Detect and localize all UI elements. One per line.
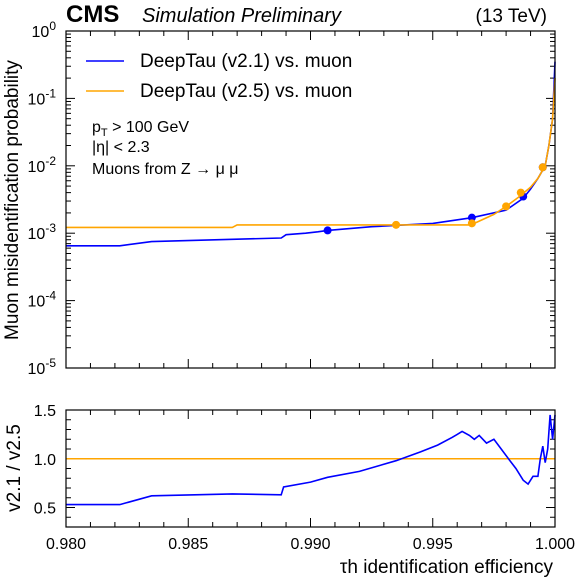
- ratio-y-tick-label: 1.0: [34, 452, 56, 469]
- working-point-marker: [502, 202, 511, 211]
- main-y-tick-label: 10-5: [28, 356, 57, 378]
- main-y-tick-labels: 10-5 10-4 10-3 10-2 10-1 100: [28, 19, 57, 378]
- simulation-preliminary-label: Simulation Preliminary: [142, 5, 342, 27]
- working-point-marker: [467, 213, 476, 222]
- working-point-marker: [538, 163, 547, 172]
- main-y-tick-label: 10-3: [28, 221, 57, 243]
- main-y-tick-label: 100: [32, 19, 57, 41]
- main-y-tick-label: 10-2: [28, 154, 57, 176]
- main-y-axis-title: Muon misidentification probability: [2, 60, 23, 340]
- working-point-marker: [516, 188, 525, 197]
- ratio-series: [66, 414, 556, 506]
- x-tick-label: 0.995: [413, 536, 453, 553]
- legend: DeepTau (v2.1) vs. muon DeepTau (v2.5) v…: [86, 51, 352, 102]
- x-tick-label: 0.990: [290, 536, 330, 553]
- ratio-series-line: [66, 414, 556, 506]
- eta-cut-label: |η| < 2.3: [92, 139, 150, 156]
- ratio-y-tick-labels: 0.5 1.0 1.5: [34, 403, 56, 518]
- x-axis-title: τh identification efficiency: [340, 557, 554, 578]
- pt-cut-label: pT > 100 GeV: [92, 119, 189, 139]
- legend-label-v21: DeepTau (v2.1) vs. muon: [140, 51, 352, 72]
- x-tick-label: 0.985: [168, 536, 208, 553]
- main-series: [66, 61, 556, 247]
- ratio-ticks: [65, 409, 556, 528]
- ratio-y-tick-label: 0.5: [34, 501, 56, 518]
- legend-label-v25: DeepTau (v2.5) vs. muon: [140, 81, 352, 102]
- x-tick-labels: 0.980 0.985 0.990 0.995 1.000: [46, 536, 575, 553]
- ratio-y-axis-title: v2.1 / v2.5: [4, 424, 25, 512]
- x-tick-label: 1.000: [535, 536, 575, 553]
- working-point-marker: [392, 220, 401, 229]
- energy-label: (13 TeV): [476, 6, 547, 27]
- main-ticks: [65, 31, 556, 369]
- x-tick-label: 0.980: [46, 536, 86, 553]
- cms-label: CMS: [66, 1, 119, 28]
- selection-annotation: pT > 100 GeV |η| < 2.3 Muons from Z → μ …: [92, 119, 238, 178]
- main-y-tick-label: 10-1: [28, 86, 57, 108]
- main-y-tick-label: 10-4: [28, 289, 57, 311]
- muon-source-label: Muons from Z → μ μ: [92, 161, 238, 178]
- ratio-frame: [65, 409, 556, 528]
- ratio-y-tick-label: 1.5: [34, 403, 56, 420]
- ratio-panel: 0.5 1.0 1.5 0.980 0.985 0.990 0.995 1.000 v2.1…: [4, 403, 575, 578]
- main-panel: 10-5 10-4 10-3 10-2 10-1 100 Muon misidentifi…: [2, 19, 556, 378]
- working-point-marker: [467, 219, 476, 228]
- working-point-marker: [323, 226, 332, 235]
- main-frame: [65, 30, 556, 369]
